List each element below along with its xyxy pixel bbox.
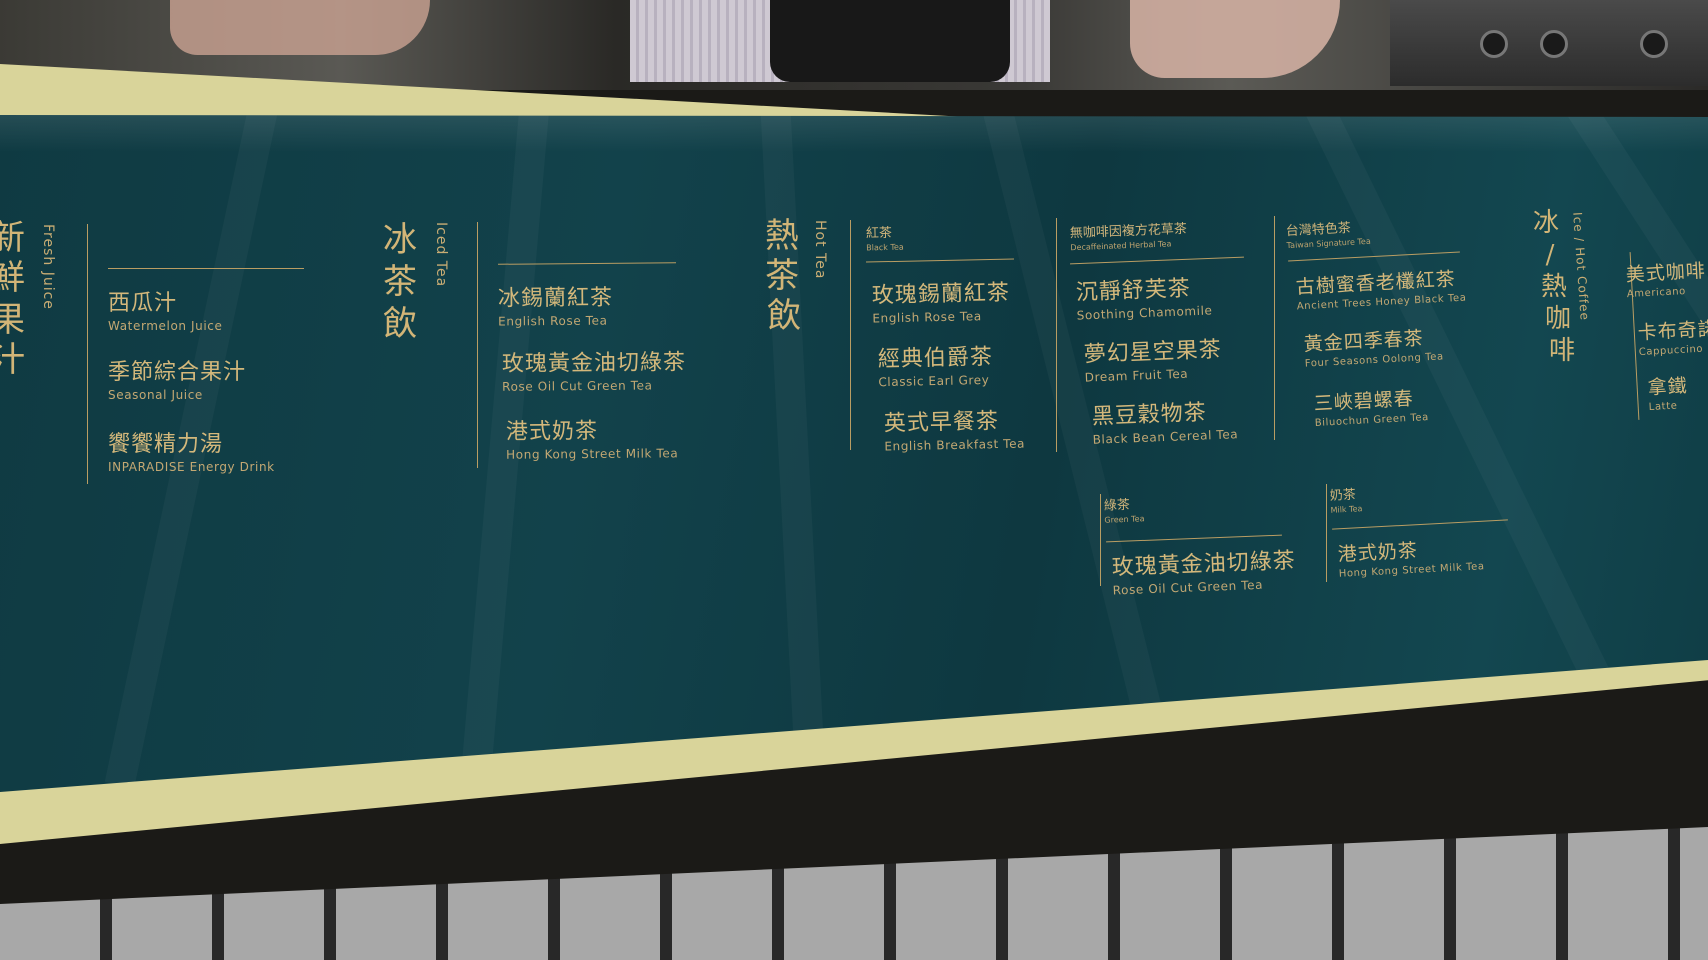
herbal-tea-label: 無咖啡因複方花草茶 Decaffeinated Herbal Tea [1069, 221, 1188, 253]
iced-tea-title-en: Iced Tea [433, 222, 449, 288]
menu-item: 冰錫蘭紅茶 English Rose Tea [497, 285, 614, 329]
menu-item: 夢幻星空果茶 Dream Fruit Tea [1083, 337, 1223, 385]
staff-hand [1130, 0, 1340, 78]
iced-tea-title-char: 茶 [383, 262, 417, 302]
divider [1332, 519, 1508, 530]
menu-item: 玫瑰黃金油切綠茶 Rose Oil Cut Green Tea [501, 350, 687, 394]
menu-item: 玫瑰黃金油切綠茶 Rose Oil Cut Green Tea [1111, 548, 1297, 598]
iced-tea-title-char: 冰 [383, 220, 417, 260]
menu-item: 港式奶茶 Hong Kong Street Milk Tea [505, 418, 679, 462]
green-tea-label: 綠茶 Green Tea [1103, 497, 1145, 525]
hot-tea-title-char: 飲 [767, 296, 801, 336]
menu-item: 西瓜汁 Watermelon Juice [108, 291, 223, 333]
menu-item: 古樹蜜香老欉紅茶 Ancient Trees Honey Black Tea [1295, 268, 1467, 313]
espresso-machine [1390, 0, 1708, 86]
black-tea-label: 紅茶 Black Tea [865, 225, 904, 253]
coffee-title-char: 咖 [1544, 304, 1571, 334]
menu-item: 玫瑰錫蘭紅茶 English Rose Tea [871, 280, 1011, 326]
machine-knob [1480, 30, 1508, 58]
menu-item: 卡布奇諾 Cappuccino [1637, 317, 1708, 359]
machine-knob [1640, 30, 1668, 58]
divider [1326, 484, 1327, 582]
menu-item: 季節綜合果汁 Seasonal Juice [108, 360, 247, 402]
divider [1070, 256, 1244, 265]
menu-item: 港式奶茶 Hong Kong Street Milk Tea [1337, 539, 1485, 580]
hot-tea-title-char: 熱 [765, 216, 799, 256]
menu-item: 美式咖啡 Americano [1625, 259, 1707, 301]
divider [850, 220, 851, 450]
coffee-title-char: 啡 [1548, 336, 1575, 366]
counter-floor [0, 827, 1708, 960]
divider [108, 268, 304, 269]
divider [1106, 534, 1282, 543]
menu-item: 英式早餐茶 English Breakfast Tea [883, 409, 1026, 454]
fresh-juice-title-en: Fresh Juice [40, 224, 56, 310]
coffee-title-char: 熱 [1540, 272, 1567, 302]
menu-item: 三峽碧螺春 Biluochun Green Tea [1313, 387, 1430, 429]
menu-item: 經典伯爵茶 Classic Earl Grey [877, 344, 994, 390]
staff-apron [770, 0, 1010, 82]
hot-tea-title-char: 茶 [765, 256, 799, 296]
divider [477, 222, 478, 468]
divider [1056, 218, 1057, 452]
menu-item: 拿鐵 Latte [1647, 374, 1689, 414]
signature-tea-label: 台灣特色茶 Taiwan Signature Tea [1285, 220, 1371, 251]
divider [1274, 216, 1275, 440]
divider [497, 262, 677, 265]
glass-glare [0, 115, 1708, 152]
hot-tea-title-en: Hot Tea [812, 220, 828, 280]
divider [866, 258, 1014, 263]
menu-item: 沉靜舒芙茶 Soothing Chamomile [1075, 276, 1213, 323]
coffee-title-char: 冰 [1532, 208, 1559, 238]
iced-tea-title-char: 飲 [383, 304, 417, 344]
menu-item: 饗饗精力湯 INPARADISE Energy Drink [108, 432, 275, 474]
machine-knob [1540, 30, 1568, 58]
menu-item: 黃金四季春茶 Four Seasons Oolong Tea [1303, 327, 1445, 370]
milk-tea-label: 奶茶 Milk Tea [1329, 487, 1363, 515]
divider [87, 224, 88, 484]
coffee-title-char: / [1545, 240, 1555, 270]
staff-arm [170, 0, 430, 55]
divider [1100, 494, 1101, 586]
menu-item: 黑豆穀物茶 Black Bean Cereal Tea [1091, 400, 1239, 447]
